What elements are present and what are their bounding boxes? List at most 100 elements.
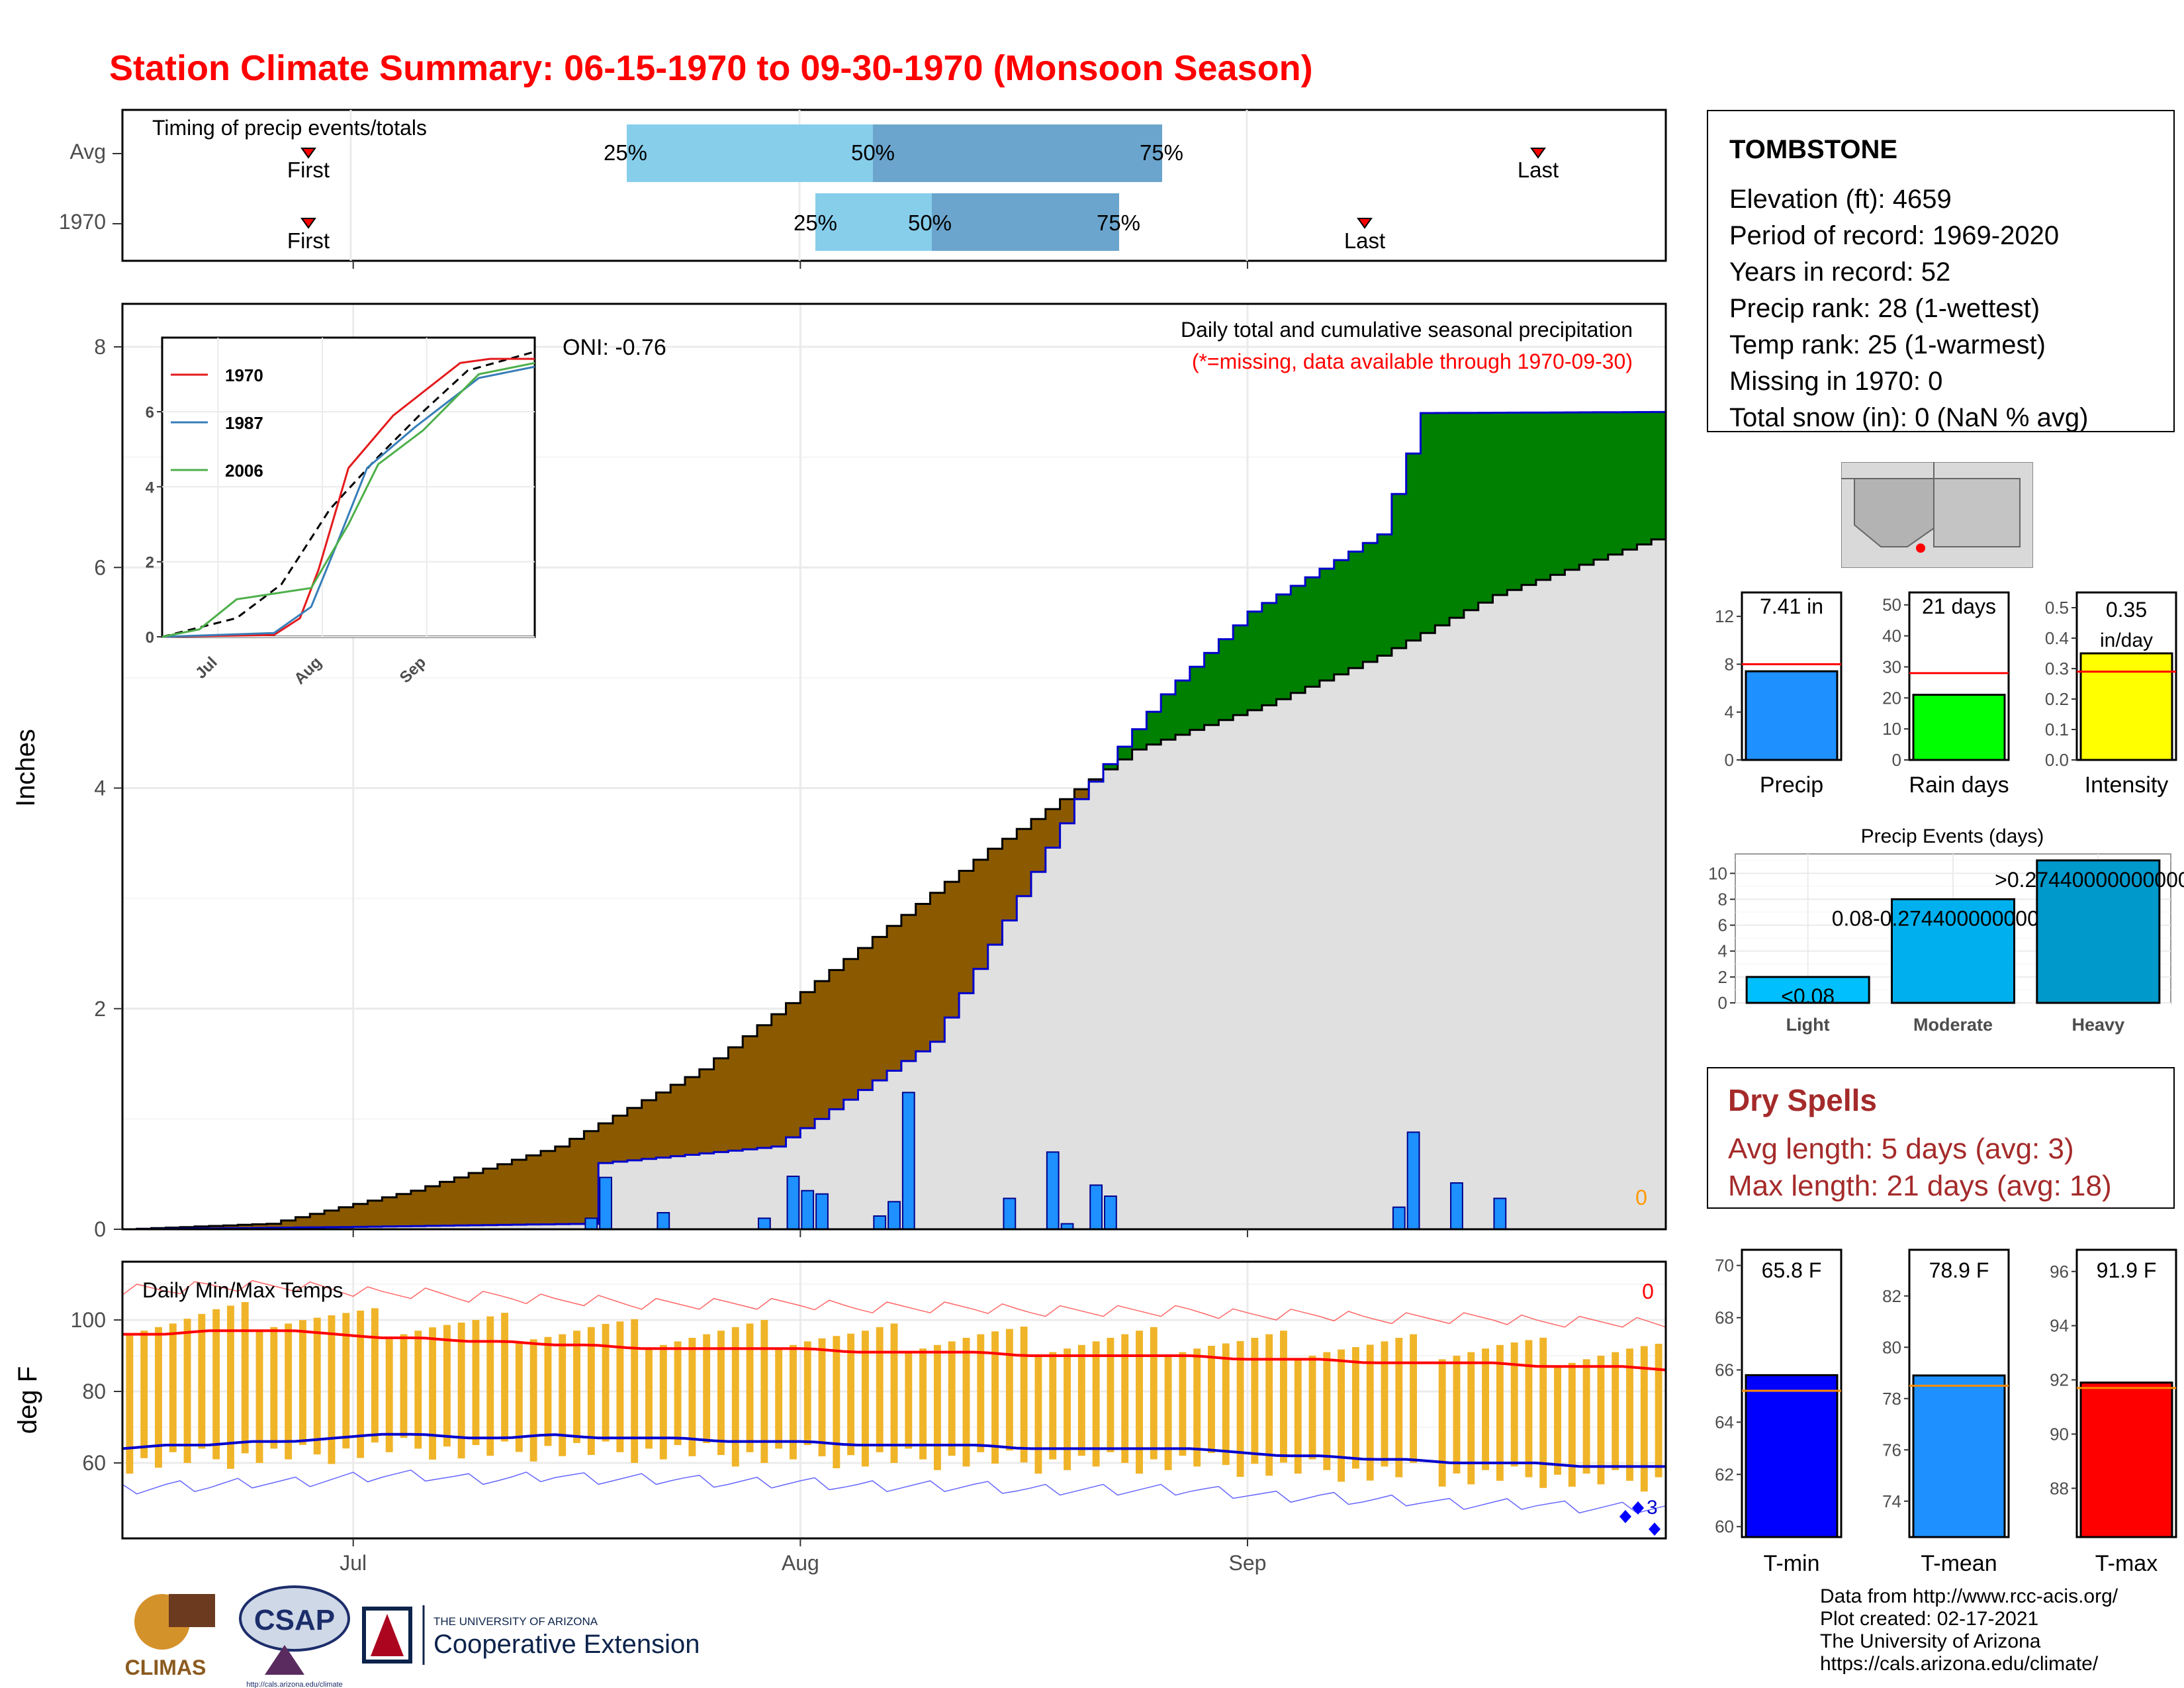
daily-temp-range-bar: [1294, 1359, 1302, 1474]
precip-missing-count: 0: [1635, 1186, 1647, 1209]
daily-temp-range-bar: [255, 1331, 263, 1463]
svg-text:CSAP: CSAP: [254, 1604, 335, 1636]
mini-chart-ytick-label: 40: [1882, 626, 1901, 646]
timing-title: Timing of precip events/totals: [152, 116, 427, 140]
mini-chart-ytick-label: 12: [1715, 606, 1734, 626]
daily-temp-range-bar: [313, 1317, 321, 1455]
inset-ytick-label: 4: [146, 479, 155, 496]
daily-temp-range-bar: [342, 1313, 350, 1449]
mini-chart-ytick-label: 0.0: [2045, 750, 2069, 770]
avg-max-temp-line: [122, 1329, 1666, 1372]
daily-temp-range-bar: [529, 1339, 537, 1462]
events-bar-label: >0.274400000000001: [1995, 868, 2184, 892]
daily-temp-range-bar: [587, 1327, 595, 1455]
daily-temp-range-bar: [1121, 1334, 1129, 1463]
temp-ytick-label: 80: [82, 1380, 106, 1403]
daily-temp-range-bar: [400, 1334, 408, 1438]
credit-url: https://cals.arizona.edu/climate/: [1820, 1653, 2099, 1675]
intensity-value-label: 0.35: [2106, 598, 2147, 622]
temp-ytick-label: 60: [82, 1451, 106, 1475]
legend-label-2006: 2006: [225, 461, 263, 481]
mini-chart-bar: [1745, 670, 1839, 761]
record-low-marker-2: [1632, 1501, 1644, 1515]
daily-temp-range-bar: [1395, 1338, 1403, 1477]
daily-temp-range-bar: [1323, 1352, 1331, 1470]
locator-map: [1841, 462, 2033, 568]
daily-temp-range-bar: [1568, 1362, 1576, 1487]
temp-bar-value-label: 65.8 F: [1762, 1258, 1822, 1282]
temp-ytick-label: 100: [71, 1308, 106, 1332]
avg-pct-75: 75%: [1140, 140, 1183, 165]
avg-pct-25: 25%: [604, 140, 647, 165]
events-bar-moderate: [1891, 898, 2015, 1004]
events-ytick-label: 6: [1718, 915, 1727, 935]
dry-spells-avg: Avg length: 5 days (avg: 3): [1728, 1133, 2074, 1165]
daily-temp-range-bar: [905, 1352, 913, 1449]
1970-last-label: Last: [1344, 228, 1385, 253]
daily-temp-range-bar: [544, 1336, 552, 1446]
daily-temp-range-bar: [515, 1341, 523, 1452]
university-of-arizona-logo: THE UNIVERSITY OF ARIZONA Cooperative Ex…: [362, 1605, 700, 1665]
avg-first-marker: [300, 148, 316, 159]
events-ytick-label: 10: [1708, 863, 1727, 883]
daily-temp-range-bar: [140, 1331, 148, 1458]
daily-temp-range-bar: [227, 1305, 234, 1469]
daily-temp-range-bar: [1179, 1352, 1187, 1456]
x-tick-label: Sep: [1228, 1551, 1266, 1575]
temp-bar: [1912, 1374, 2006, 1538]
rain-days-value-label: 21 days: [1922, 594, 1996, 618]
daily-temp-range-bar: [1077, 1344, 1085, 1456]
daily-temp-range-bar: [1453, 1356, 1461, 1474]
temp-missing-count: 0: [1642, 1280, 1654, 1303]
daily-temp-range-bar: [876, 1327, 884, 1452]
temp-bar-ytick-label: 90: [2050, 1424, 2069, 1444]
daily-temp-range-bar: [573, 1331, 580, 1443]
temp-bar-label: T-min: [1764, 1551, 1820, 1576]
daily-temp-range-bar: [1020, 1327, 1028, 1463]
temp-bar-ytick-label: 80: [1882, 1337, 1901, 1357]
rain-days-label: Rain days: [1909, 773, 2009, 798]
page-title: Station Climate Summary: 06-15-1970 to 0…: [109, 48, 1313, 88]
legend-label-1987: 1987: [225, 413, 263, 433]
station-location-dot: [1916, 543, 1925, 553]
events-bar-light: [1745, 976, 1870, 1004]
record-low-marker: [1619, 1510, 1631, 1523]
normal-cumulative-line: [122, 410, 1666, 1231]
daily-temp-range-bar: [1005, 1329, 1013, 1451]
events-bar-label: 0.08-0.274400000000001: [1832, 906, 2075, 930]
daily-temp-range-bar: [241, 1302, 249, 1454]
inset-ytick-label: 2: [146, 554, 154, 572]
credit-university: The University of Arizona: [1820, 1630, 2041, 1652]
temp-bar-ytick-label: 82: [1882, 1286, 1901, 1306]
credits: Data from http://www.rcc-acis.org/ Plot …: [1820, 1585, 2118, 1675]
mini-chart-ytick-label: 10: [1882, 719, 1901, 739]
temp-bar: [2079, 1382, 2173, 1538]
daily-temp-range-bar: [1236, 1340, 1244, 1477]
events-ytick-label: 4: [1718, 941, 1727, 961]
daily-temp-range-bar: [1467, 1352, 1475, 1485]
precip-events-chart: Precip Events (days) Light <0.08 Moderate 0…: [1708, 825, 2184, 1035]
avg-quartile-25-50: [627, 124, 873, 182]
daily-temp-range-bar: [357, 1310, 365, 1458]
daily-temp-range-bar: [616, 1321, 624, 1452]
mini-chart-ytick-label: 30: [1882, 657, 1901, 677]
daily-temp-range-bar: [328, 1315, 336, 1464]
record-low-count: 3: [1647, 1497, 1658, 1519]
daily-temp-range-bar: [1438, 1359, 1446, 1487]
daily-temp-range-bar: [833, 1336, 841, 1469]
precip-ytick-label: 0: [94, 1217, 106, 1241]
1970-first-marker: [300, 218, 316, 229]
temp-bar-ytick-label: 64: [1715, 1412, 1734, 1432]
1970-last-marker: [1357, 218, 1373, 229]
daily-temp-range-bar: [1064, 1348, 1071, 1470]
daily-temp-range-bar: [1136, 1331, 1143, 1474]
daily-temp-range-bar: [414, 1331, 422, 1449]
mini-chart-ytick-label: 0: [1892, 750, 1901, 770]
temp-bar-ytick-label: 70: [1715, 1256, 1734, 1276]
daily-temp-range-bar: [1366, 1344, 1374, 1481]
daily-temp-range-bar: [1222, 1343, 1230, 1466]
daily-temp-range-bar: [688, 1338, 696, 1456]
daily-temp-range-bar: [1208, 1346, 1215, 1454]
